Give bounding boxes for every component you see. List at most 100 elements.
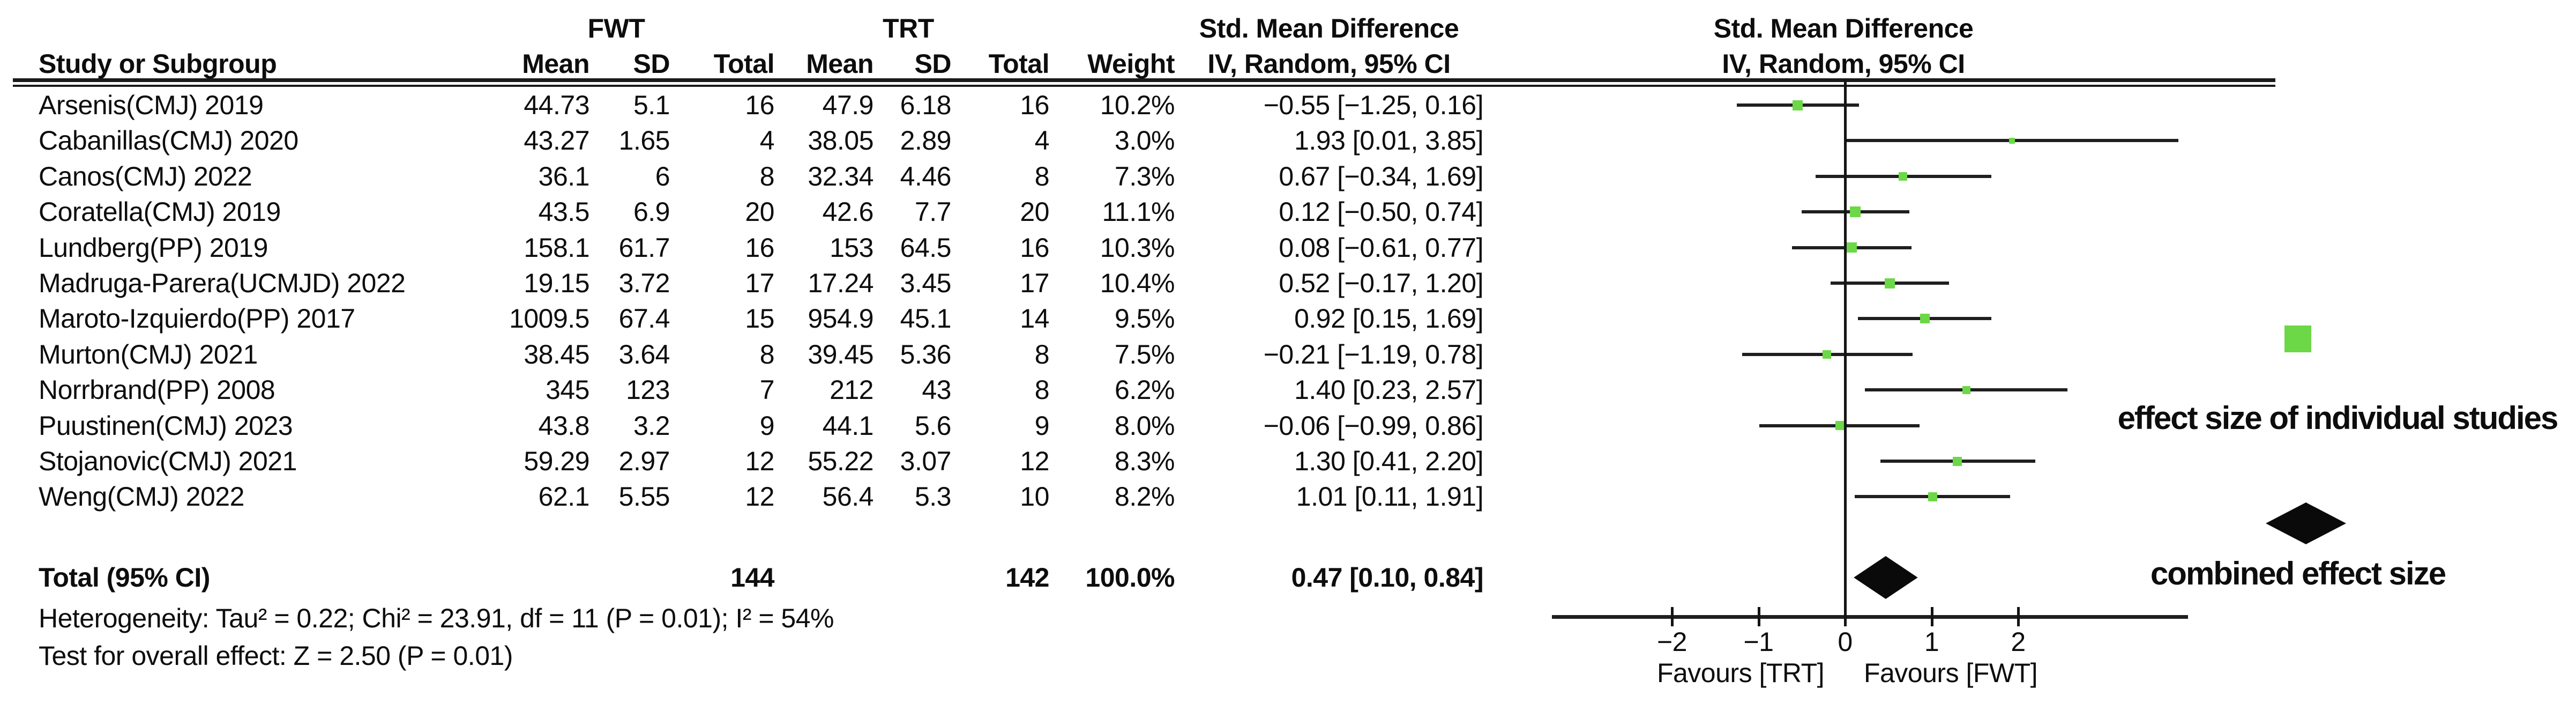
fwt-sd-cell: 3.2 bbox=[633, 410, 670, 441]
weight-cell: 7.3% bbox=[1115, 161, 1175, 191]
x-axis-tick bbox=[1844, 607, 1847, 626]
group-header-fwt: FWT bbox=[587, 13, 645, 43]
study-name: Norrbrand(PP) 2008 bbox=[39, 375, 275, 405]
x-axis-tick-label: −1 bbox=[1743, 627, 1774, 657]
fwt-mean-cell: 59.29 bbox=[524, 446, 589, 476]
study-name: Cabanillas(CMJ) 2020 bbox=[39, 125, 298, 156]
effect-size-marker bbox=[1928, 492, 1937, 501]
fwt-sd-cell: 2.97 bbox=[618, 446, 670, 476]
fwt-mean-cell: 38.45 bbox=[524, 339, 589, 369]
column-header-fwt-total: Total bbox=[713, 49, 775, 79]
group-header-trt: TRT bbox=[883, 13, 934, 43]
fwt-sd-cell: 3.72 bbox=[618, 268, 670, 298]
plot-title: Std. Mean Difference bbox=[1713, 13, 1974, 43]
total-row-label: Total (95% CI) bbox=[39, 563, 210, 593]
weight-cell: 9.5% bbox=[1115, 304, 1175, 334]
study-name: Murton(CMJ) 2021 bbox=[39, 339, 258, 369]
combined-effect-legend-label: combined effect size bbox=[2150, 556, 2446, 591]
trt-total-cell: 12 bbox=[1020, 446, 1049, 476]
fwt-mean-cell: 36.1 bbox=[538, 161, 590, 191]
fwt-sd-cell: 6.9 bbox=[633, 197, 670, 227]
fwt-total-cell: 9 bbox=[759, 410, 775, 441]
smd-ci-cell: −0.06 [−0.99, 0.86] bbox=[1263, 410, 1484, 441]
fwt-total-cell: 15 bbox=[745, 304, 774, 334]
x-axis-line bbox=[1552, 615, 2188, 619]
weight-cell: 3.0% bbox=[1115, 125, 1175, 156]
total-row-weight: 100.0% bbox=[1085, 563, 1175, 593]
effect-size-marker bbox=[1792, 100, 1803, 110]
header-divider bbox=[13, 78, 2275, 87]
trt-sd-cell: 5.36 bbox=[900, 339, 952, 369]
fwt-mean-cell: 62.1 bbox=[538, 482, 590, 512]
column-header-smd-ci: IV, Random, 95% CI bbox=[1207, 49, 1451, 79]
fwt-mean-cell: 345 bbox=[546, 375, 589, 405]
effect-size-marker bbox=[1835, 421, 1845, 431]
x-axis-tick bbox=[1930, 607, 1933, 626]
trt-mean-cell: 954.9 bbox=[808, 304, 873, 334]
fwt-mean-cell: 44.73 bbox=[524, 90, 589, 120]
x-axis-tick bbox=[1671, 607, 1674, 626]
smd-ci-cell: 1.93 [0.01, 3.85] bbox=[1294, 125, 1483, 156]
x-axis-tick-label: 1 bbox=[1924, 627, 1939, 657]
trt-sd-cell: 4.46 bbox=[900, 161, 952, 191]
fwt-sd-cell: 3.64 bbox=[618, 339, 670, 369]
effect-size-marker bbox=[1899, 172, 1908, 181]
trt-mean-cell: 212 bbox=[830, 375, 873, 405]
trt-total-cell: 20 bbox=[1020, 197, 1049, 227]
trt-sd-cell: 64.5 bbox=[900, 232, 952, 263]
trt-sd-cell: 43 bbox=[922, 375, 951, 405]
fwt-sd-cell: 5.55 bbox=[618, 482, 670, 512]
trt-mean-cell: 17.24 bbox=[808, 268, 873, 298]
trt-total-cell: 16 bbox=[1020, 232, 1049, 263]
trt-sd-cell: 3.45 bbox=[900, 268, 952, 298]
x-axis-tick bbox=[2017, 607, 2020, 626]
trt-mean-cell: 55.22 bbox=[808, 446, 873, 476]
trt-total-cell: 10 bbox=[1020, 482, 1049, 512]
fwt-total-cell: 7 bbox=[759, 375, 775, 405]
zero-reference-line bbox=[1844, 82, 1847, 626]
trt-sd-cell: 7.7 bbox=[914, 197, 952, 227]
study-name: Madruga-Parera(UCMJD) 2022 bbox=[39, 268, 406, 298]
smd-ci-cell: −0.55 [−1.25, 0.16] bbox=[1263, 90, 1484, 120]
weight-cell: 11.1% bbox=[1102, 197, 1175, 227]
effect-size-marker bbox=[1885, 278, 1895, 288]
heterogeneity-stats: Heterogeneity: Tau² = 0.22; Chi² = 23.91… bbox=[39, 603, 834, 633]
trt-total-cell: 8 bbox=[1034, 161, 1050, 191]
fwt-total-cell: 8 bbox=[759, 161, 775, 191]
favours-left-label: Favours [TRT] bbox=[1656, 658, 1825, 688]
total-row-fwt-total: 144 bbox=[730, 563, 774, 593]
trt-mean-cell: 153 bbox=[830, 232, 873, 263]
trt-total-cell: 14 bbox=[1020, 304, 1049, 334]
study-name: Weng(CMJ) 2022 bbox=[39, 482, 244, 512]
column-header-trt-total: Total bbox=[988, 49, 1050, 79]
fwt-total-cell: 17 bbox=[745, 268, 774, 298]
smd-column-title: Std. Mean Difference bbox=[1199, 13, 1459, 43]
weight-cell: 10.3% bbox=[1100, 232, 1175, 263]
weight-cell: 8.0% bbox=[1115, 410, 1175, 441]
smd-ci-cell: 1.30 [0.41, 2.20] bbox=[1294, 446, 1483, 476]
trt-total-cell: 17 bbox=[1020, 268, 1049, 298]
fwt-total-cell: 8 bbox=[759, 339, 775, 369]
combined-effect-legend-diamond bbox=[2266, 502, 2346, 544]
fwt-total-cell: 12 bbox=[745, 482, 774, 512]
fwt-total-cell: 4 bbox=[759, 125, 775, 156]
fwt-sd-cell: 61.7 bbox=[618, 232, 670, 263]
study-name: Arsenis(CMJ) 2019 bbox=[39, 90, 264, 120]
trt-mean-cell: 56.4 bbox=[822, 482, 874, 512]
trt-mean-cell: 44.1 bbox=[822, 410, 874, 441]
effect-size-marker bbox=[1920, 314, 1930, 324]
trt-sd-cell: 45.1 bbox=[900, 304, 952, 334]
fwt-sd-cell: 6 bbox=[655, 161, 670, 191]
trt-total-cell: 16 bbox=[1020, 90, 1049, 120]
fwt-sd-cell: 5.1 bbox=[633, 90, 670, 120]
trt-mean-cell: 47.9 bbox=[822, 90, 874, 120]
fwt-mean-cell: 1009.5 bbox=[509, 304, 589, 334]
x-axis-tick-label: −2 bbox=[1656, 627, 1688, 657]
fwt-total-cell: 16 bbox=[745, 90, 774, 120]
column-header-trt-sd: SD bbox=[914, 49, 952, 79]
effect-size-marker bbox=[1823, 350, 1832, 359]
effect-size-marker bbox=[1962, 386, 1970, 394]
trt-sd-cell: 6.18 bbox=[900, 90, 952, 120]
smd-ci-cell: 0.12 [−0.50, 0.74] bbox=[1279, 197, 1483, 227]
